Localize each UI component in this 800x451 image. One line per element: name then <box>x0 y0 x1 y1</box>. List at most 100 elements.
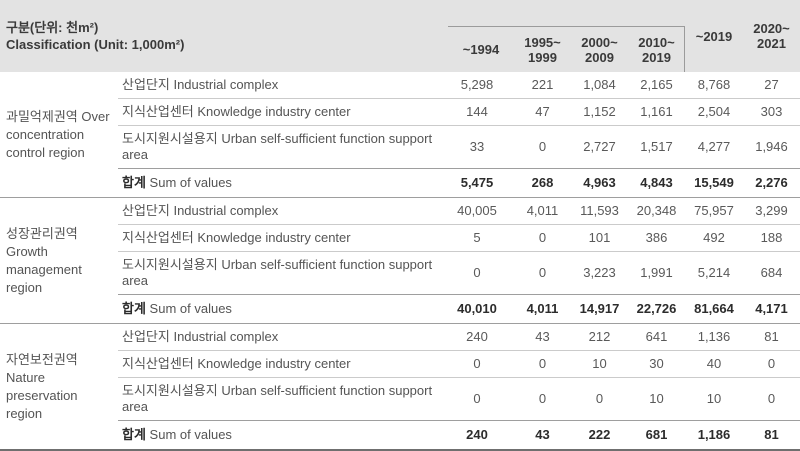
value-cell: 43 <box>514 323 571 351</box>
table-row: 도시지원시설용지 Urban self-sufficient function … <box>0 251 800 295</box>
value-cell: 492 <box>685 224 743 252</box>
value-cell: 3,223 <box>571 251 628 295</box>
region-label-en: Growth management region <box>6 243 82 295</box>
value-cell: 4,277 <box>685 125 743 169</box>
value-cell: 40 <box>685 350 743 378</box>
value-cell: 1,152 <box>571 98 628 126</box>
sum-value-cell: 15,549 <box>685 168 743 198</box>
value-cell: 386 <box>628 224 685 252</box>
value-cell: 144 <box>440 98 514 126</box>
corner-header-en: Classification (Unit: 1,000m²) <box>6 37 185 52</box>
value-cell: 10 <box>571 350 628 378</box>
region-cell-nature-preservation: 자연보전권역 Nature preservation region <box>0 323 118 451</box>
table-row: 도시지원시설용지 Urban self-sufficient function … <box>0 377 800 421</box>
value-cell: 188 <box>743 224 800 252</box>
value-cell: 101 <box>571 224 628 252</box>
table-header: 구분(단위: 천m²) Classification (Unit: 1,000m… <box>0 0 800 72</box>
value-cell: 2,727 <box>571 125 628 169</box>
value-cell: 2,504 <box>685 98 743 126</box>
col-header-1995-1999: 1995~ 1999 <box>514 0 571 72</box>
table-row: 지식산업센터 Knowledge industry center 5 0 101… <box>0 224 800 252</box>
table-row: 지식산업센터 Knowledge industry center 144 47 … <box>0 98 800 126</box>
corner-header: 구분(단위: 천m²) Classification (Unit: 1,000m… <box>0 0 440 72</box>
value-cell: 641 <box>628 323 685 351</box>
row-label: 도시지원시설용지 Urban self-sufficient function … <box>118 251 440 295</box>
row-label: 지식산업센터 Knowledge industry center <box>118 224 440 252</box>
row-label: 산업단지 Industrial complex <box>118 197 440 225</box>
row-label: 지식산업센터 Knowledge industry center <box>118 98 440 126</box>
sum-value-cell: 240 <box>440 420 514 451</box>
value-cell: 0 <box>440 350 514 378</box>
sum-value-cell: 4,171 <box>743 294 800 324</box>
sum-value-cell: 81,664 <box>685 294 743 324</box>
sum-value-cell: 681 <box>628 420 685 451</box>
value-cell: 8,768 <box>685 72 743 99</box>
table-row: 과밀억제권역 Over concentration control region… <box>0 72 800 198</box>
sum-row-label: 합계 Sum of values <box>118 168 440 198</box>
value-cell: 33 <box>440 125 514 169</box>
value-cell: 47 <box>514 98 571 126</box>
table-row: 지식산업센터 Knowledge industry center 0 0 10 … <box>0 350 800 378</box>
sum-value-cell: 268 <box>514 168 571 198</box>
col-header-2010-2019: 2010~ 2019 <box>628 0 685 72</box>
sum-value-cell: 4,843 <box>628 168 685 198</box>
table-row: 자연보전권역 Nature preservation region 산업단지 I… <box>0 323 800 451</box>
value-cell: 10 <box>685 377 743 421</box>
value-cell: 221 <box>514 72 571 99</box>
corner-header-ko: 구분(단위: 천m²) <box>6 20 99 35</box>
value-cell: 684 <box>743 251 800 295</box>
value-cell: 0 <box>514 350 571 378</box>
value-cell: 0 <box>743 377 800 421</box>
value-cell: 10 <box>628 377 685 421</box>
region-label-ko: 성장관리권역 <box>6 225 78 241</box>
sum-value-cell: 1,186 <box>685 420 743 451</box>
sum-row: 합계 Sum of values 5,475 268 4,963 4,843 1… <box>0 168 800 198</box>
sum-row-label: 합계 Sum of values <box>118 420 440 451</box>
row-label: 지식산업센터 Knowledge industry center <box>118 350 440 378</box>
row-label: 산업단지 Industrial complex <box>118 323 440 351</box>
value-cell: 1,991 <box>628 251 685 295</box>
row-label: 도시지원시설용지 Urban self-sufficient function … <box>118 125 440 169</box>
value-cell: 81 <box>743 323 800 351</box>
col-header-2019: ~2019 <box>685 0 743 72</box>
sum-value-cell: 222 <box>571 420 628 451</box>
col-header-1994: ~1994 <box>440 0 514 72</box>
row-label: 도시지원시설용지 Urban self-sufficient function … <box>118 377 440 421</box>
region-cell-overconcentration: 과밀억제권역 Over concentration control region <box>0 72 118 198</box>
table-row: 성장관리권역 Growth management region 산업단지 Ind… <box>0 197 800 324</box>
col-header-2020-2021: 2020~ 2021 <box>743 0 800 72</box>
sum-value-cell: 4,011 <box>514 294 571 324</box>
sum-value-cell: 43 <box>514 420 571 451</box>
sum-row: 합계 Sum of values 240 43 222 681 1,186 81 <box>0 420 800 451</box>
value-cell: 27 <box>743 72 800 99</box>
value-cell: 0 <box>440 377 514 421</box>
region-cell-growth-management: 성장관리권역 Growth management region <box>0 197 118 324</box>
sum-value-cell: 81 <box>743 420 800 451</box>
value-cell: 0 <box>571 377 628 421</box>
value-cell: 212 <box>571 323 628 351</box>
value-cell: 240 <box>440 323 514 351</box>
region-label-ko: 자연보전권역 <box>6 351 78 367</box>
header-row: 구분(단위: 천m²) Classification (Unit: 1,000m… <box>0 0 800 72</box>
sum-row-label: 합계 Sum of values <box>118 294 440 324</box>
col-header-2000-2009: 2000~ 2009 <box>571 0 628 72</box>
table-row: 도시지원시설용지 Urban self-sufficient function … <box>0 125 800 169</box>
value-cell: 20,348 <box>628 197 685 225</box>
region-label-en: Over concentration control region <box>6 108 110 160</box>
value-cell: 0 <box>514 125 571 169</box>
sum-value-cell: 5,475 <box>440 168 514 198</box>
value-cell: 0 <box>440 251 514 295</box>
value-cell: 1,517 <box>628 125 685 169</box>
value-cell: 2,165 <box>628 72 685 99</box>
sum-value-cell: 14,917 <box>571 294 628 324</box>
value-cell: 5,298 <box>440 72 514 99</box>
value-cell: 0 <box>514 377 571 421</box>
region-label-en: Nature preservation region <box>6 369 78 421</box>
sum-value-cell: 2,276 <box>743 168 800 198</box>
value-cell: 40,005 <box>440 197 514 225</box>
sum-value-cell: 40,010 <box>440 294 514 324</box>
table-body: 과밀억제권역 Over concentration control region… <box>0 72 800 451</box>
sum-value-cell: 22,726 <box>628 294 685 324</box>
